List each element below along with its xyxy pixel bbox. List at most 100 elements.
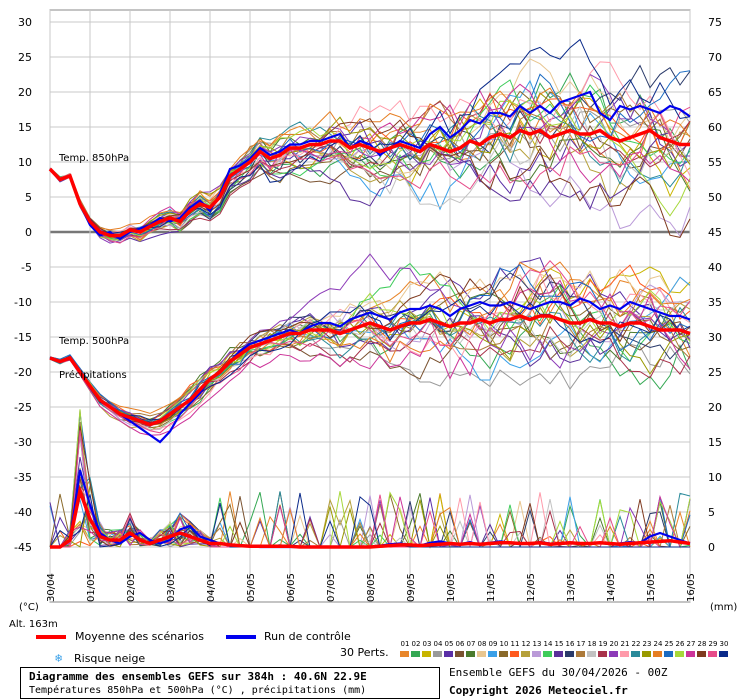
scenario-color-swatch	[433, 651, 442, 657]
scenario-number: 27	[686, 640, 696, 648]
left-tick-label: -45	[14, 541, 32, 554]
scenario-color-swatch	[653, 651, 662, 657]
right-tick-label: 45	[708, 226, 722, 239]
right-tick-label: 50	[708, 191, 722, 204]
left-tick-label: -25	[14, 401, 32, 414]
scenario-color-swatch	[587, 651, 596, 657]
right-tick-label: 0	[708, 541, 715, 554]
scenario-number: 12	[521, 640, 531, 648]
run-info: Ensemble GEFS du 30/04/2026 - 00Z	[449, 666, 668, 679]
left-tick-label: 25	[18, 51, 32, 64]
t500-annotation: Temp. 500hPa	[58, 336, 129, 347]
scenario-color-swatch	[488, 651, 497, 657]
scenario-line	[49, 103, 691, 238]
scenario-number: 09	[488, 640, 498, 648]
x-tick-label: 09/05	[406, 573, 417, 602]
scenario-number: 02	[411, 640, 421, 648]
t500-series-line	[49, 297, 691, 444]
scenario-line	[49, 298, 691, 421]
scenario-number: 05	[444, 640, 454, 648]
right-tick-label: 70	[708, 51, 722, 64]
left-tick-label: -30	[14, 436, 32, 449]
scenario-color-swatch	[532, 651, 541, 657]
left-tick-label: -10	[14, 296, 32, 309]
right-tick-label: 65	[708, 86, 722, 99]
mean-legend-label: Moyenne des scénarios	[75, 630, 204, 643]
scenario-legend-item: 04	[433, 640, 443, 657]
scenario-line	[49, 106, 691, 244]
scenario-color-swatch	[576, 651, 585, 657]
scenario-number: 10	[499, 640, 509, 648]
x-tick-label: 04/05	[206, 573, 217, 602]
left-tick-label: 5	[25, 191, 32, 204]
x-tick-label: 13/05	[566, 573, 577, 602]
left-tick-label: 15	[18, 121, 32, 134]
scenario-color-swatch	[719, 651, 728, 657]
scenario-number: 24	[653, 640, 663, 648]
scenario-number: 29	[708, 640, 718, 648]
x-tick-label: 12/05	[526, 573, 537, 602]
scenario-number: 06	[455, 640, 465, 648]
x-tick-label: 16/05	[686, 573, 697, 602]
scenario-number: 17	[576, 640, 586, 648]
scenario-line	[49, 38, 691, 234]
scenario-legend-item: 01	[400, 640, 410, 657]
scenario-line	[49, 83, 691, 238]
scenario-color-swatch	[697, 651, 706, 657]
x-tick-label: 01/05	[86, 573, 97, 602]
x-tick-label: 10/05	[446, 573, 457, 602]
scenario-legend-item: 13	[532, 640, 542, 657]
scenario-legend-item: 20	[609, 640, 619, 657]
right-tick-label: 15	[708, 436, 722, 449]
scenario-color-swatch	[554, 651, 563, 657]
scenario-color-swatch	[609, 651, 618, 657]
scenario-legend-item: 07	[466, 640, 476, 657]
scenario-count-label: 30 Perts.	[340, 646, 389, 659]
right-tick-label: 60	[708, 121, 722, 134]
left-tick-label: 30	[18, 16, 32, 29]
scenario-color-swatch	[510, 651, 519, 657]
scenario-line	[49, 303, 691, 422]
chart-subtitle: Températures 850hPa et 500hPa (°C) , pré…	[29, 685, 367, 696]
scenario-color-swatch	[477, 651, 486, 657]
scenario-legend-item: 14	[543, 640, 553, 657]
scenario-legend-item: 19	[598, 640, 608, 657]
right-tick-label: 55	[708, 156, 722, 169]
scenario-number: 25	[664, 640, 674, 648]
scenario-legend-item: 17	[576, 640, 586, 657]
scenario-legend-item: 11	[510, 640, 520, 657]
scenario-color-swatch	[444, 651, 453, 657]
scenario-number: 18	[587, 640, 597, 648]
scenario-number: 16	[565, 640, 575, 648]
scenario-legend-item: 24	[653, 640, 663, 657]
scenario-color-swatch	[664, 651, 673, 657]
x-tick-label: 30/04	[46, 573, 57, 602]
scenario-legend-item: 06	[455, 640, 465, 657]
scenario-number: 21	[620, 640, 630, 648]
scenario-number: 20	[609, 640, 619, 648]
scenario-line	[49, 261, 691, 414]
scenario-color-swatch	[521, 651, 530, 657]
left-tick-label: -5	[21, 261, 32, 274]
precip-annotation: Précipitations	[59, 369, 127, 381]
scenario-legend-item: 18	[587, 640, 597, 657]
scenario-number: 15	[554, 640, 564, 648]
scenario-color-swatch	[631, 651, 640, 657]
scenario-color-swatch	[400, 651, 409, 657]
right-tick-label: 30	[708, 331, 722, 344]
scenario-number: 03	[422, 640, 432, 648]
scenario-number: 30	[719, 640, 729, 648]
mean-legend-swatch	[36, 635, 66, 639]
x-tick-label: 15/05	[646, 573, 657, 602]
right-axis-unit: (mm)	[710, 602, 737, 613]
x-tick-label: 07/05	[326, 573, 337, 602]
scenario-number: 23	[642, 640, 652, 648]
scenario-line	[49, 264, 691, 423]
scenario-color-swatch	[708, 651, 717, 657]
scenario-legend-item: 03	[422, 640, 432, 657]
x-tick-label: 11/05	[486, 573, 497, 602]
right-tick-label: 5	[708, 506, 715, 519]
right-tick-label: 35	[708, 296, 722, 309]
t500-series-line	[49, 314, 691, 427]
